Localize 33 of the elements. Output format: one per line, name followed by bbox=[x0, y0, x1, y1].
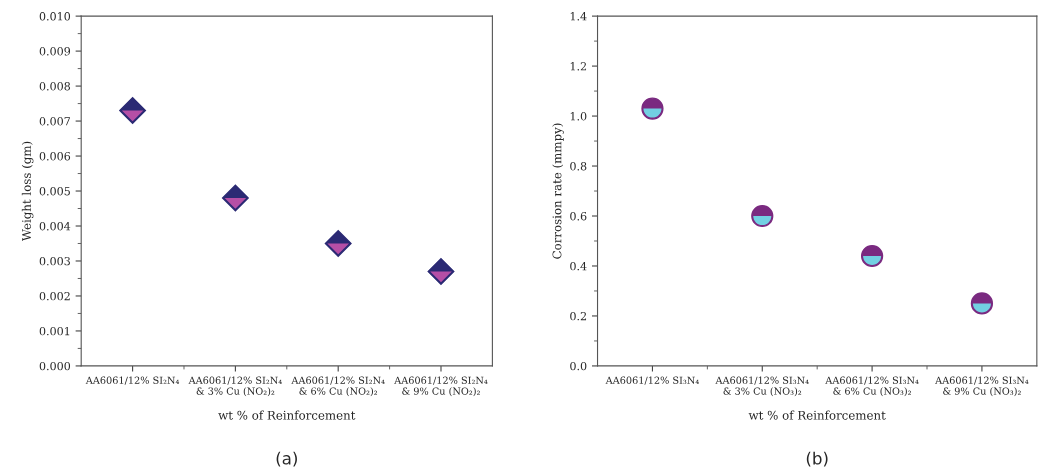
y-tick-label: 0.006 bbox=[39, 152, 71, 161]
y-tick-label: 0.6 bbox=[570, 211, 587, 221]
y-tick-label: 0.005 bbox=[39, 187, 70, 196]
y-tick-label: 0.0 bbox=[570, 361, 587, 371]
y-tick-label: 0.002 bbox=[39, 291, 70, 301]
text: (a) bbox=[276, 451, 297, 467]
y-axis-title: Corrosion rate (mmpy) bbox=[552, 123, 564, 259]
x-tick-label: AA6061/12% SI₂N₄ bbox=[85, 376, 180, 385]
x-axis-title: wt % of Reinforcement bbox=[218, 410, 356, 420]
y-tick-label: 0.001 bbox=[39, 326, 70, 336]
y-tick-label: 0.004 bbox=[39, 221, 71, 231]
y-tick-label: 0.008 bbox=[39, 82, 71, 91]
x-tick-label: AA6061/12% SI₂N₄ & 6% Cu (NO₂)₂ bbox=[291, 376, 385, 397]
y-tick-label: 0.010 bbox=[39, 12, 71, 21]
x-axis-title: wt % of Reinforcement bbox=[748, 410, 886, 420]
y-tick-label: 0.007 bbox=[39, 117, 70, 126]
x-tick-label: AA6061/12% SI₃N₄ & 3% Cu (NO₃)₂ bbox=[715, 376, 809, 397]
y-tick-label: 0.000 bbox=[39, 361, 71, 371]
y-tick-label: 0.2 bbox=[570, 311, 587, 321]
y-tick-label: 0.4 bbox=[570, 261, 587, 271]
x-tick-label: AA6061/12% SI₃N₄ & 9% Cu (NO₃)₂ bbox=[935, 376, 1029, 397]
x-tick-label: AA6061/12% SI₃N₄ & 6% Cu (NO₃)₂ bbox=[825, 376, 919, 397]
y-tick-label: 0.009 bbox=[39, 47, 71, 56]
y-tick-label: 0.003 bbox=[39, 256, 70, 266]
y-tick-label: 1.0 bbox=[570, 112, 587, 121]
x-tick-label: AA6061/12% SI₃N₄ bbox=[605, 376, 699, 385]
y-tick-label: 1.4 bbox=[570, 12, 587, 21]
y-axis-title: Weight loss (gm) bbox=[21, 141, 34, 242]
y-tick-label: 1.2 bbox=[570, 62, 587, 71]
y-tick-label: 0.8 bbox=[570, 162, 587, 171]
text: (b) bbox=[806, 451, 828, 467]
x-tick-label: AA6061/12% SI₂N₄ & 3% Cu (NO₂)₂ bbox=[188, 376, 282, 397]
x-tick-label: AA6061/12% SI₂N₄ & 9% Cu (NO₂)₂ bbox=[394, 376, 488, 397]
